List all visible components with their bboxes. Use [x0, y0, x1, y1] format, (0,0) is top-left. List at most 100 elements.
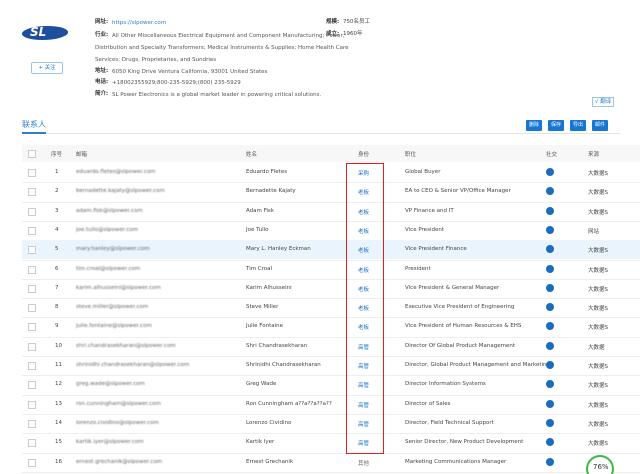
translate-button[interactable]: √ 翻译 — [592, 97, 615, 107]
row-role: 采购 — [358, 171, 370, 177]
row-source: 大数据S — [588, 325, 608, 332]
column-header: 邮箱 — [76, 152, 88, 158]
field-value: All Other Miscellaneous Electrical Equip… — [95, 33, 349, 63]
row-source: 大数据S — [588, 190, 608, 197]
linkedin-icon[interactable] — [546, 187, 554, 196]
row-name: Greg Wade — [246, 381, 277, 388]
row-email: eduardo.fletes@slpower.com — [76, 169, 156, 175]
linkedin-icon[interactable] — [546, 322, 554, 331]
row-email: joe.tullo@slpower.com — [76, 226, 138, 233]
row-checkbox[interactable] — [28, 188, 36, 197]
row-checkbox[interactable] — [28, 226, 36, 235]
row-name: Ernest Grechanik — [246, 458, 294, 465]
row-checkbox[interactable] — [28, 246, 36, 255]
row-title: Director Of Global Product Management — [405, 342, 516, 349]
row-index: 9 — [55, 323, 59, 330]
column-header: 身份 — [358, 152, 370, 158]
row-title: Executive Vice President of Engineering — [405, 304, 515, 311]
section-title[interactable]: 联系人 — [22, 120, 46, 129]
row-name: Shrinidhi Chandrasekharan — [246, 362, 321, 368]
action-button[interactable]: 保存 — [548, 120, 564, 131]
linkedin-icon[interactable] — [546, 418, 554, 427]
row-role: 高管 — [358, 421, 370, 428]
row-checkbox[interactable] — [28, 381, 36, 390]
row-title: Senior Director, New Product Development — [405, 439, 524, 446]
field-label: 行业: — [95, 32, 109, 38]
row-divider — [22, 336, 640, 338]
row-name: Julie Fontaine — [246, 323, 284, 330]
row-divider — [22, 298, 640, 300]
linkedin-icon[interactable] — [546, 264, 554, 273]
row-email: tim.croal@slpower.com — [76, 265, 141, 272]
linkedin-icon[interactable] — [546, 225, 554, 234]
row-index: 12 — [55, 381, 62, 388]
row-index: 8 — [55, 304, 59, 311]
linkedin-icon[interactable] — [546, 438, 554, 447]
row-divider — [22, 356, 640, 357]
linkedin-icon[interactable] — [546, 341, 554, 350]
row-title: EA to CEO & Senior VP/Office Manager — [405, 188, 511, 195]
row-divider — [22, 413, 640, 415]
row-divider — [22, 317, 640, 319]
linkedin-icon[interactable] — [546, 380, 554, 389]
row-checkbox[interactable] — [28, 284, 36, 293]
linkedin-icon[interactable] — [546, 168, 554, 176]
linkedin-icon[interactable] — [546, 303, 554, 312]
row-role: 老板 — [358, 190, 370, 197]
follow-button[interactable]: + 关注 — [31, 62, 63, 74]
linkedin-icon[interactable] — [546, 399, 554, 408]
row-divider — [22, 471, 640, 473]
field-value: 6050 King Drive Ventura California, 9300… — [112, 69, 268, 75]
row-email: ernest.grechanik@slpower.com — [76, 458, 163, 465]
side-label: 规模: — [326, 19, 340, 25]
row-checkbox[interactable] — [28, 265, 36, 274]
row-checkbox[interactable] — [28, 207, 36, 216]
row-source: 大数据S — [588, 267, 608, 274]
row-checkbox[interactable] — [28, 458, 36, 467]
row-index: 3 — [55, 207, 59, 214]
field-label: 电话: — [95, 79, 109, 85]
row-role: 高管 — [358, 441, 370, 448]
logo-text: SL — [30, 25, 47, 39]
row-title: Director of Sales — [405, 400, 451, 407]
header-checkbox[interactable] — [28, 150, 36, 158]
row-email: adam.fisk@slpower.com — [76, 207, 143, 214]
row-divider — [22, 452, 640, 454]
row-checkbox[interactable] — [28, 362, 36, 370]
row-index: 11 — [55, 362, 62, 368]
linkedin-icon[interactable] — [546, 457, 554, 466]
row-role: 老板 — [358, 248, 370, 255]
row-source: 大数据S — [588, 364, 608, 370]
row-checkbox[interactable] — [28, 400, 36, 409]
column-header: 来源 — [588, 152, 600, 158]
action-button[interactable]: 删除 — [526, 120, 542, 131]
row-highlight — [22, 240, 640, 260]
field-label: 简介: — [95, 91, 109, 97]
linkedin-icon[interactable] — [546, 361, 554, 369]
row-index: 6 — [55, 265, 59, 272]
row-checkbox[interactable] — [28, 419, 36, 428]
linkedin-icon[interactable] — [546, 206, 554, 215]
row-email: bernadette.kajaty@slpower.com — [76, 188, 165, 195]
row-email: greg.wade@slpower.com — [76, 381, 145, 388]
row-source: 大数据S — [588, 441, 608, 448]
action-button[interactable]: 导出 — [570, 120, 586, 131]
row-checkbox[interactable] — [28, 323, 36, 332]
row-email: karim.alhusseini@slpower.com — [76, 284, 161, 291]
linkedin-icon[interactable] — [546, 283, 554, 292]
linkedin-icon[interactable] — [546, 245, 554, 254]
row-role: 高管 — [358, 402, 370, 409]
row-source: 大数据S — [588, 248, 608, 255]
row-checkbox[interactable] — [28, 342, 36, 351]
column-header: 姓名 — [246, 152, 258, 158]
row-checkbox[interactable] — [28, 304, 36, 313]
row-index: 10 — [55, 342, 62, 349]
row-index: 7 — [55, 284, 59, 291]
action-button[interactable]: 邮件 — [592, 120, 608, 131]
row-checkbox[interactable] — [28, 439, 36, 448]
row-checkbox[interactable] — [28, 169, 36, 177]
row-title: Director, Global Product Management and … — [405, 362, 551, 368]
row-role: 老板 — [358, 228, 370, 235]
row-email: ron.cunningham@slpower.com — [76, 400, 161, 407]
